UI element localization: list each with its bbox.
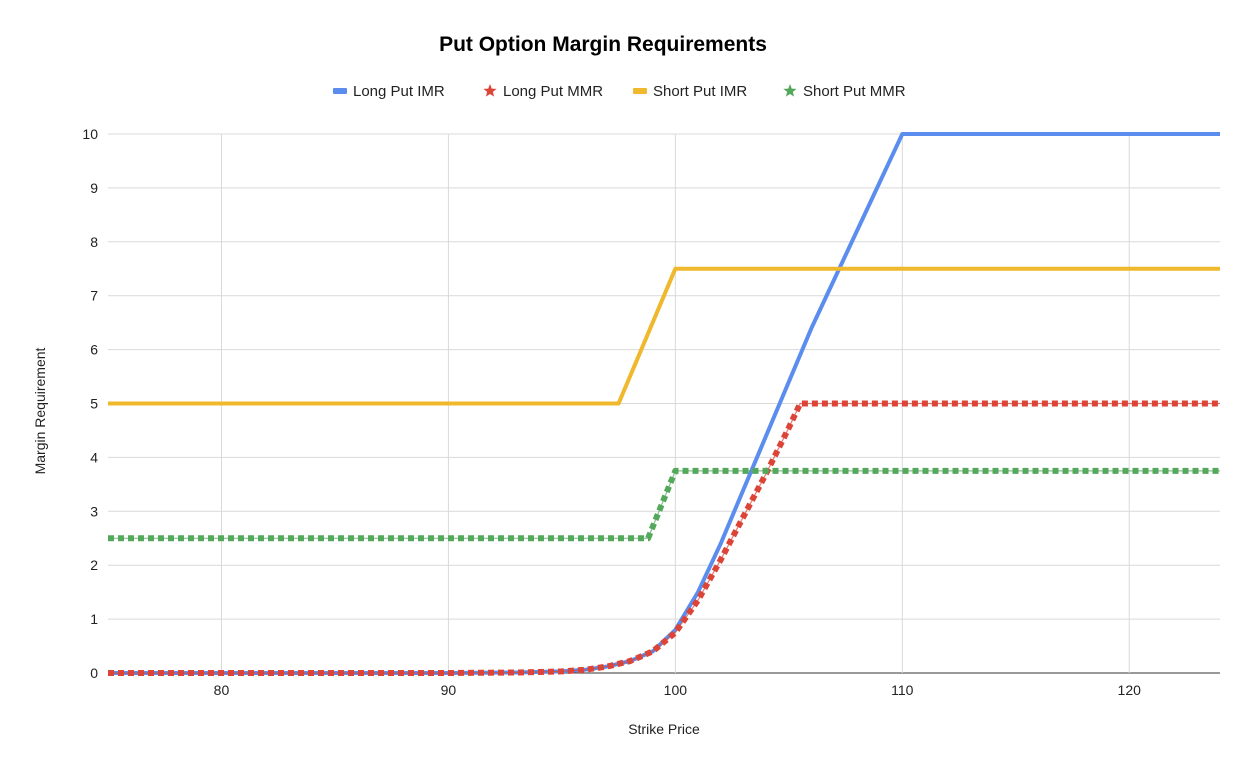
- x-tick-label: 80: [214, 682, 230, 698]
- legend-label: Long Put MMR: [503, 83, 603, 100]
- star-icon: [783, 84, 797, 97]
- y-tick-label: 1: [90, 611, 98, 627]
- y-tick-label: 9: [90, 180, 98, 196]
- y-tick-label: 6: [90, 342, 98, 358]
- x-tick-label: 100: [664, 682, 688, 698]
- y-tick-label: 5: [90, 396, 98, 412]
- series-line-short-put-mmr-core: [108, 470, 1220, 539]
- x-tick-label: 110: [891, 682, 914, 698]
- y-tick-label: 2: [90, 557, 98, 573]
- series-line-long-put-mmr: [108, 400, 1220, 676]
- chart-title: Put Option Margin Requirements: [439, 33, 767, 56]
- y-tick-label: 7: [90, 288, 98, 304]
- legend-item-long-put-imr: Long Put IMR: [333, 83, 445, 100]
- tick-labels: 0 1 2 3 4 5 6 7 8 9 10 80 90 100 110 120: [82, 126, 1141, 698]
- legend-swatch: [633, 88, 647, 94]
- legend-swatch: [333, 88, 347, 94]
- x-tick-label: 90: [441, 682, 457, 698]
- legend-item-short-put-mmr: Short Put MMR: [783, 83, 906, 100]
- legend: Long Put IMR Long Put MMR Short Put IMR Sho…: [333, 83, 906, 100]
- y-tick-label: 0: [90, 665, 98, 681]
- legend-item-short-put-imr: Short Put IMR: [633, 83, 747, 100]
- y-axis-label: Margin Requirement: [32, 347, 48, 474]
- legend-label: Short Put IMR: [653, 83, 747, 100]
- legend-item-long-put-mmr: Long Put MMR: [483, 83, 603, 100]
- legend-label: Long Put IMR: [353, 83, 445, 100]
- star-icon: [483, 84, 497, 97]
- series-layer: [108, 132, 1220, 676]
- series-line-short-put-mmr: [108, 467, 1220, 542]
- y-tick-label: 10: [82, 126, 98, 142]
- series-short-put-mmr: [108, 467, 1220, 542]
- legend-label: Short Put MMR: [803, 83, 906, 100]
- y-tick-label: 8: [90, 234, 98, 250]
- y-tick-label: 3: [90, 503, 98, 519]
- series-line-short-put-imr: [108, 266, 1220, 406]
- y-tick-label: 4: [90, 449, 98, 465]
- x-axis-label: Strike Price: [628, 721, 700, 737]
- series-long-put-mmr: [108, 400, 1220, 676]
- x-tick-label: 120: [1118, 682, 1142, 698]
- series-short-put-imr: [108, 266, 1220, 406]
